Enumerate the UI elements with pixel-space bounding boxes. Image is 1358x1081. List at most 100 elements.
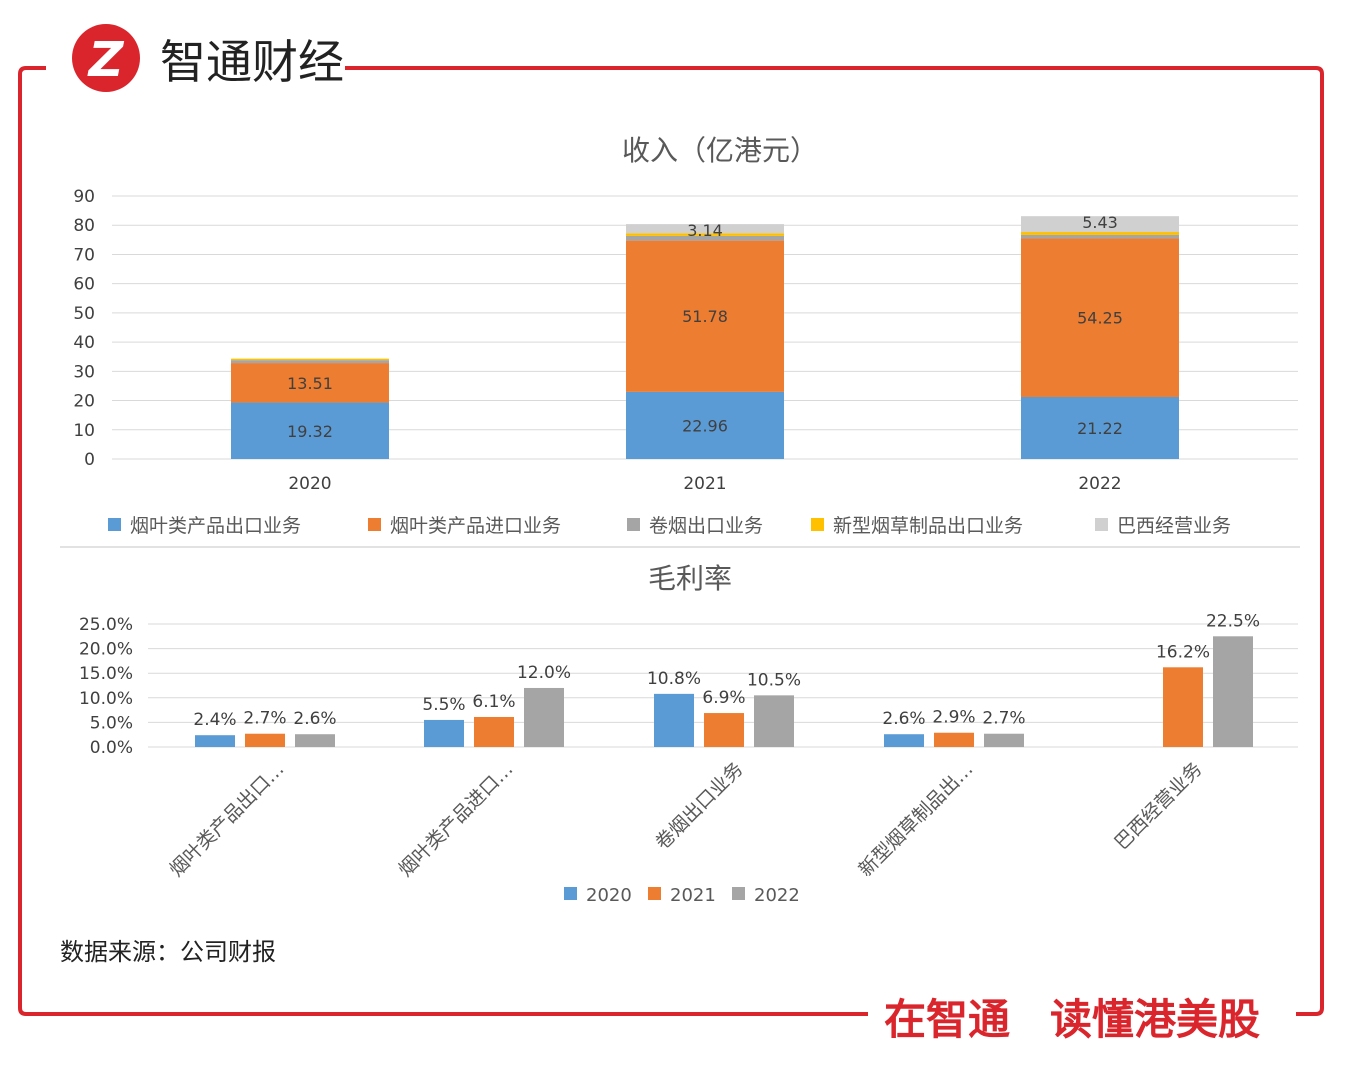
margin-data-label: 16.2% [1156, 642, 1210, 662]
revenue-y-tick: 10 [73, 421, 95, 441]
margin-legend-swatch [648, 887, 661, 900]
margin-legend-label: 2021 [670, 885, 716, 906]
margin-data-label: 2.9% [932, 708, 975, 728]
margin-data-label: 5.5% [422, 695, 465, 715]
revenue-data-label: 5.43 [1082, 213, 1118, 232]
margin-data-label: 2.4% [193, 710, 236, 730]
revenue-legend-label: 新型烟草制品出口业务 [833, 515, 1023, 537]
margin-bar [1163, 667, 1203, 747]
margin-x-tick: 新型烟草制品出… [854, 758, 977, 881]
revenue-bar-segment [626, 233, 784, 236]
margin-bar [1213, 636, 1253, 747]
margin-x-tick: 烟叶类产品出口… [165, 758, 288, 881]
margin-data-label: 22.5% [1206, 611, 1260, 631]
frame-border-top-right [345, 66, 1324, 1016]
revenue-y-tick: 70 [73, 245, 95, 265]
margin-data-label: 12.0% [517, 663, 571, 683]
revenue-bar-segment [231, 402, 389, 459]
margin-bar [704, 713, 744, 747]
revenue-y-tick: 30 [73, 362, 95, 382]
revenue-y-tick: 60 [73, 275, 95, 295]
revenue-bar-segment [1021, 234, 1179, 239]
source-note: 数据来源：公司财报 [60, 938, 276, 966]
margin-bar [295, 734, 335, 747]
margin-bar [884, 734, 924, 747]
revenue-y-tick: 90 [73, 187, 95, 207]
slogan-left: 在智通 [884, 995, 1010, 1044]
revenue-y-tick: 0 [84, 450, 95, 470]
revenue-bar-segment [1021, 238, 1179, 397]
margin-x-tick: 卷烟出口业务 [651, 758, 747, 854]
brand-logo: Z [72, 24, 140, 92]
revenue-legend-swatch [1095, 518, 1108, 531]
revenue-legend-label: 烟叶类产品进口业务 [390, 515, 561, 537]
margin-y-tick: 5.0% [90, 713, 133, 733]
revenue-data-label: 21.22 [1077, 419, 1123, 438]
frame-border-top-left [18, 66, 868, 1016]
revenue-x-tick: 2021 [683, 474, 726, 494]
margin-data-label: 2.7% [982, 709, 1025, 729]
margin-bar [195, 735, 235, 747]
margin-legend-swatch [732, 887, 745, 900]
brand-name: 智通财经 [160, 35, 344, 89]
logo-letter: Z [87, 32, 125, 88]
revenue-y-tick: 80 [73, 216, 95, 236]
margin-legend-swatch [564, 887, 577, 900]
revenue-data-label: 54.25 [1077, 309, 1123, 328]
revenue-x-tick: 2020 [288, 474, 331, 494]
margin-data-label: 2.6% [293, 709, 336, 729]
revenue-legend-swatch [627, 518, 640, 531]
margin-bar [245, 733, 285, 747]
revenue-bar-segment [231, 358, 389, 361]
revenue-bar-segment [231, 360, 389, 364]
margin-legend-label: 2022 [754, 885, 800, 906]
margin-y-tick: 25.0% [79, 615, 133, 635]
revenue-y-tick: 40 [73, 333, 95, 353]
revenue-y-tick: 50 [73, 304, 95, 324]
revenue-bar-segment [1021, 396, 1179, 459]
gross-margin-chart-title: 毛利率 [648, 562, 732, 595]
revenue-chart-title: 收入（亿港元） [622, 134, 818, 167]
revenue-legend-swatch [811, 518, 824, 531]
margin-bar [984, 733, 1024, 747]
margin-legend-label: 2020 [586, 885, 632, 906]
revenue-bar-segment [626, 224, 784, 234]
revenue-legend-swatch [108, 518, 121, 531]
revenue-x-tick: 2022 [1078, 474, 1121, 494]
margin-bar [474, 716, 514, 747]
revenue-bar-segment [626, 235, 784, 241]
revenue-data-label: 19.32 [287, 422, 333, 441]
revenue-bar-segment [1021, 216, 1179, 233]
margin-bar [524, 687, 564, 747]
revenue-data-label: 13.51 [287, 374, 333, 393]
revenue-legend-label: 巴西经营业务 [1117, 515, 1231, 537]
margin-x-tick: 巴西经营业务 [1110, 758, 1206, 854]
revenue-y-tick: 20 [73, 392, 95, 412]
margin-data-label: 2.7% [243, 709, 286, 729]
logo-circle-icon [72, 24, 140, 92]
revenue-data-label: 51.78 [682, 307, 728, 326]
margin-data-label: 10.8% [647, 669, 701, 689]
revenue-legend-swatch [368, 518, 381, 531]
revenue-bar-segment [1021, 232, 1179, 235]
revenue-legend-label: 卷烟出口业务 [649, 515, 763, 537]
margin-data-label: 2.6% [882, 709, 925, 729]
revenue-bar-segment [626, 240, 784, 392]
margin-bar [654, 693, 694, 747]
revenue-data-label: 3.14 [687, 221, 723, 240]
margin-bar [934, 732, 974, 747]
revenue-data-label: 22.96 [682, 416, 728, 435]
slogan-right: 读懂港美股 [1050, 995, 1260, 1044]
margin-y-tick: 10.0% [79, 689, 133, 709]
gross-margin-chart: 毛利率 0.0% 5.0% 10.0% 15.0% 20.0% 25.0% 2.4% 2.7… [79, 562, 1298, 906]
margin-data-label: 6.1% [472, 692, 515, 712]
revenue-chart: 收入（亿港元） 0 10 20 30 40 50 60 70 80 90 19.32 13.51 22… [73, 134, 1298, 537]
margin-bar [754, 695, 794, 747]
revenue-legend-label: 烟叶类产品出口业务 [130, 515, 301, 537]
margin-bar [424, 719, 464, 747]
margin-y-tick: 0.0% [90, 738, 133, 758]
revenue-bar-segment [231, 363, 389, 403]
margin-y-tick: 15.0% [79, 664, 133, 684]
margin-x-tick: 烟叶类产品进口… [394, 758, 517, 881]
